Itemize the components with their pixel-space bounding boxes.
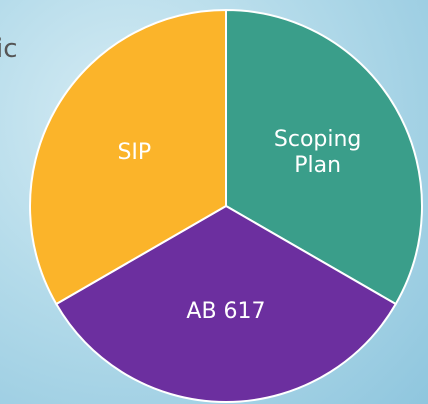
slice-label: Scoping Plan xyxy=(273,127,362,179)
slice-label: SIP xyxy=(117,140,152,166)
pie-slice xyxy=(225,8,423,306)
slice-label: AB 617 xyxy=(186,298,266,324)
pie-slice xyxy=(29,8,227,306)
annotation: ic xyxy=(0,34,18,64)
